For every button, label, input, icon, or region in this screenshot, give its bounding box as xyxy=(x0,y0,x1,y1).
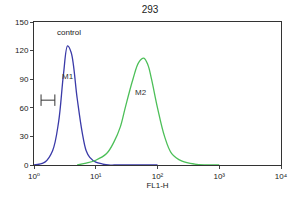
svg-text:M1: M1 xyxy=(62,72,74,81)
svg-text:150: 150 xyxy=(15,18,29,27)
svg-text:120: 120 xyxy=(15,46,29,55)
svg-text:0: 0 xyxy=(24,161,29,170)
svg-text:10¹: 10¹ xyxy=(90,172,102,181)
svg-text:10⁰: 10⁰ xyxy=(28,172,40,181)
svg-text:10³: 10³ xyxy=(213,172,225,181)
svg-text:90: 90 xyxy=(19,75,28,84)
svg-text:M2: M2 xyxy=(135,88,147,97)
svg-text:control: control xyxy=(57,28,81,37)
svg-text:10²: 10² xyxy=(152,172,164,181)
svg-text:293: 293 xyxy=(142,4,159,15)
svg-text:30: 30 xyxy=(19,132,28,141)
svg-text:FL1-H: FL1-H xyxy=(146,181,168,190)
svg-text:60: 60 xyxy=(19,104,28,113)
svg-text:10⁴: 10⁴ xyxy=(275,172,288,181)
